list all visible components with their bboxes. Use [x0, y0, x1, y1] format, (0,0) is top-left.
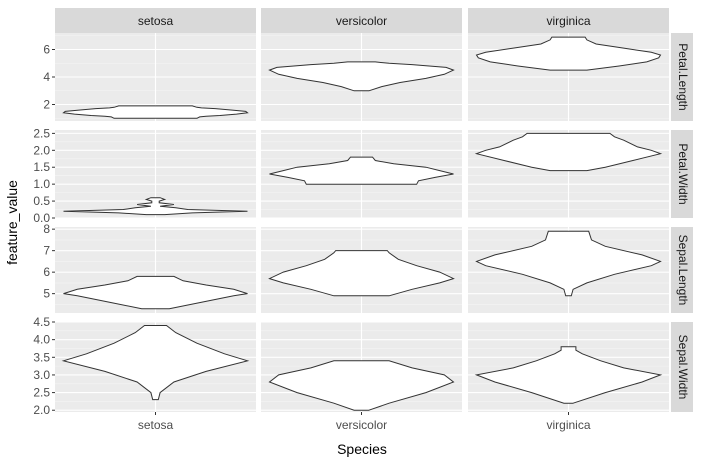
- y-tick-label: 2: [43, 98, 50, 112]
- violin-sepal-length-versicolor: [268, 250, 455, 297]
- y-tick-label: 7: [43, 244, 50, 258]
- violin-sepal-width-versicolor: [268, 360, 455, 411]
- y-tick-label: 2.0: [33, 403, 50, 417]
- y-tick-label: 1.0: [33, 177, 50, 191]
- y-tick-label: 0.0: [33, 211, 50, 225]
- violin-petal-width-versicolor: [269, 156, 454, 185]
- y-tick-label: 5: [43, 287, 50, 301]
- facet-strip-label: Petal.Length: [676, 43, 690, 110]
- x-tick-label: virginica: [546, 418, 590, 432]
- facet-strip-right: [671, 33, 693, 121]
- y-axis-title: feature_value: [4, 180, 20, 265]
- facet-strip-right: [671, 130, 693, 218]
- y-tick-label: 4.0: [33, 333, 50, 347]
- facet-strip-label: Petal.Width: [676, 143, 690, 204]
- violin-sepal-width-virginica: [474, 346, 663, 404]
- y-tick-label: 0.5: [33, 194, 50, 208]
- y-tick-label: 2.5: [33, 126, 50, 140]
- facet-strip-label: Sepal.Length: [676, 235, 690, 306]
- facet-strip-label: virginica: [546, 14, 590, 28]
- facet-strip-label: setosa: [138, 14, 174, 28]
- facet-strip-right: [671, 227, 693, 313]
- y-tick-label: 3.0: [33, 368, 50, 382]
- violin-petal-length-setosa: [62, 105, 249, 119]
- violin-sepal-width-setosa: [61, 325, 250, 401]
- violin-petal-length-virginica: [475, 36, 662, 71]
- facet-strip-top: [55, 8, 256, 33]
- y-tick-label: 2.5: [33, 386, 50, 400]
- y-tick-label: 1.5: [33, 160, 50, 174]
- y-tick-label: 3.5: [33, 350, 50, 364]
- y-tick-label: 4.5: [33, 315, 50, 329]
- violin-petal-width-setosa: [63, 197, 248, 216]
- facet-strip-label: Sepal.Width: [676, 335, 690, 400]
- violin-sepal-length-setosa: [63, 275, 248, 310]
- facet-strip-label: versicolor: [336, 14, 387, 28]
- y-tick-label: 2.0: [33, 143, 50, 157]
- facet-strip-top: [261, 8, 462, 33]
- facet-strip-right: [671, 322, 693, 412]
- x-axis-title: Species: [337, 441, 387, 457]
- y-tick-label: 6: [43, 265, 50, 279]
- y-tick-label: 6: [43, 43, 50, 57]
- x-tick-label: setosa: [138, 418, 174, 432]
- violin-petal-width-virginica: [474, 132, 663, 172]
- y-tick-label: 4: [43, 70, 50, 84]
- y-tick-label: 8: [43, 222, 50, 236]
- facet-strip-top: [468, 8, 669, 33]
- violin-sepal-length-virginica: [475, 230, 662, 297]
- x-tick-label: versicolor: [336, 418, 387, 432]
- violin-petal-length-versicolor: [268, 61, 455, 92]
